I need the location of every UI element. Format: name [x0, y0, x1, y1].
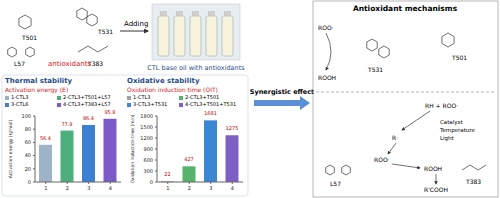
svg-text:Temperature: Temperature	[439, 127, 475, 134]
svg-text:ROO·: ROO·	[318, 24, 334, 31]
svg-text:T501: T501	[451, 54, 467, 61]
svg-text:T501: T501	[21, 34, 37, 41]
svg-text:4: 4	[231, 185, 234, 191]
svg-text:0: 0	[28, 179, 31, 185]
svg-text:T531: T531	[367, 66, 383, 73]
svg-text:ROOH: ROOH	[424, 165, 442, 172]
svg-text:427: 427	[184, 156, 194, 162]
svg-text:1200: 1200	[140, 135, 153, 141]
html-text:2-CTL3+T501: 2-CTL3+T501	[185, 94, 220, 100]
svg-text:900: 900	[143, 146, 153, 152]
html-text:Oxidative stability: Oxidative stability	[127, 77, 200, 85]
html-text:4-CTL3+T501+T531: 4-CTL3+T501+T531	[185, 101, 237, 107]
svg-text:300: 300	[143, 168, 153, 174]
svg-text:R'COOH: R'COOH	[424, 186, 448, 193]
svg-text:Light: Light	[440, 135, 455, 142]
svg-text:Adding: Adding	[124, 20, 148, 28]
svg-text:22: 22	[164, 171, 170, 177]
svg-text:1500: 1500	[140, 124, 153, 130]
svg-text:20: 20	[25, 166, 31, 172]
svg-text:80: 80	[25, 126, 31, 132]
svg-text:Synergistic effect: Synergistic effect	[250, 88, 314, 96]
svg-text:3: 3	[87, 185, 90, 191]
svg-text:1800: 1800	[140, 113, 153, 119]
svg-text:2: 2	[188, 185, 191, 191]
svg-text:antioxidants: antioxidants	[48, 60, 91, 68]
svg-text:L57: L57	[330, 180, 341, 187]
html-text:Oxidation induction time (OIT): Oxidation induction time (OIT)	[127, 86, 218, 93]
svg-text:60: 60	[25, 139, 31, 145]
svg-text:ROO·: ROO·	[374, 156, 390, 163]
html-text:Activation energy (E): Activation energy (E)	[5, 86, 69, 93]
svg-text:100: 100	[21, 113, 31, 119]
svg-text:4: 4	[109, 185, 112, 191]
svg-text:Catalyst: Catalyst	[440, 119, 463, 126]
svg-text:Antioxidant mechanisms: Antioxidant mechanisms	[353, 4, 458, 13]
svg-text:ROOH: ROOH	[318, 74, 336, 81]
svg-text:1: 1	[44, 185, 47, 191]
html-text:4-CTL3+T383+L57: 4-CTL3+T383+L57	[63, 101, 111, 107]
svg-text:56.4: 56.4	[40, 135, 51, 141]
svg-text:T383: T383	[88, 60, 104, 67]
svg-text:R·: R·	[392, 134, 398, 141]
svg-text:T531: T531	[97, 28, 113, 35]
svg-text:77.9: 77.9	[61, 121, 72, 127]
svg-text:Activation energy (kJ/mol): Activation energy (kJ/mol)	[8, 120, 13, 179]
html-text:1-CTL3: 1-CTL3	[133, 94, 151, 100]
svg-text:1681: 1681	[204, 110, 217, 116]
svg-text:0: 0	[150, 179, 153, 185]
svg-text:3: 3	[209, 185, 212, 191]
svg-text:95.8: 95.8	[104, 109, 115, 115]
svg-text:Oxidation induction time (min): Oxidation induction time (min)	[130, 114, 135, 183]
svg-text:600: 600	[143, 157, 153, 163]
html-text:3-CTL6: 3-CTL6	[11, 101, 29, 107]
svg-text:T383: T383	[465, 178, 481, 185]
svg-text:L57: L57	[14, 60, 25, 67]
svg-text:2: 2	[66, 185, 69, 191]
html-text:Thermal stability: Thermal stability	[5, 77, 73, 85]
html-text:2-CTL3+T501+L57: 2-CTL3+T501+L57	[63, 94, 111, 100]
svg-text:1275: 1275	[226, 125, 239, 131]
svg-text:40: 40	[25, 152, 31, 158]
html-text:1-CTL3: 1-CTL3	[11, 94, 29, 100]
svg-text:CTL base oil with antioxidants: CTL base oil with antioxidants	[147, 64, 245, 72]
svg-text:1: 1	[166, 185, 169, 191]
svg-text:86.4: 86.4	[83, 115, 94, 121]
html-text:3-CTL3+T531: 3-CTL3+T531	[133, 101, 168, 107]
svg-text:RH + ROO·: RH + ROO·	[425, 102, 458, 109]
